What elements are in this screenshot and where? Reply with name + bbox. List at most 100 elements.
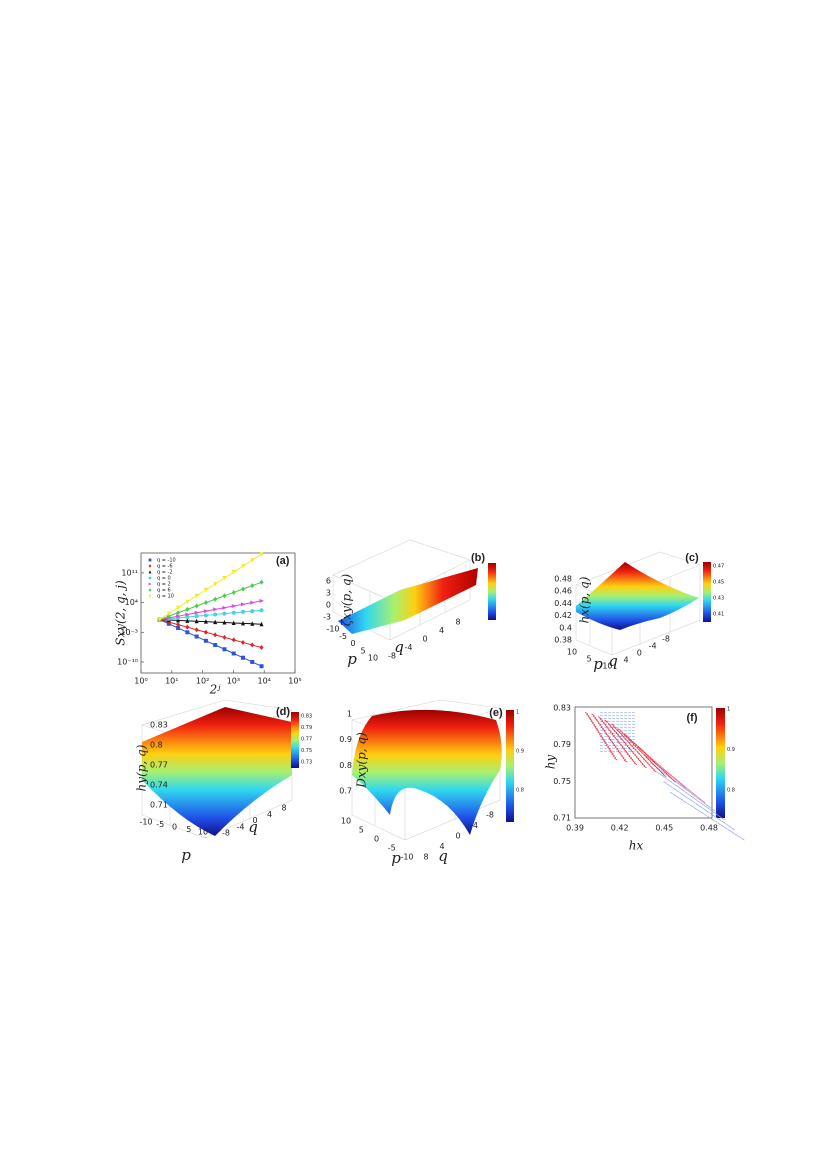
field-stroke: [601, 720, 605, 724]
data-point: [240, 609, 245, 614]
field-stroke: [629, 743, 633, 746]
field-stroke: [663, 774, 667, 778]
field-stroke: [647, 755, 652, 758]
field-stroke: [599, 750, 604, 753]
field-stroke: [603, 711, 608, 714]
field-stroke: [652, 763, 656, 767]
field-stroke: [685, 796, 690, 800]
q-axis-label: q: [608, 652, 618, 670]
field-stroke: [658, 770, 663, 773]
field-stroke: [631, 750, 636, 753]
field-stroke: [597, 716, 602, 719]
field-stroke: [646, 756, 650, 760]
surface-panel: [141, 699, 299, 839]
field-stroke: [613, 730, 618, 734]
field-stroke: [639, 750, 643, 753]
field-stroke: [627, 735, 632, 738]
field-stroke: [714, 820, 718, 823]
y-tick-label: 0.79: [553, 740, 571, 749]
field-stroke: [651, 760, 656, 763]
field-stroke: [611, 747, 616, 750]
field-stroke: [611, 717, 616, 720]
field-stroke: [627, 744, 632, 747]
field-stroke: [690, 795, 695, 799]
data-point: [157, 617, 162, 623]
field-stroke: [619, 732, 623, 735]
field-stroke: [623, 717, 628, 720]
field-stroke: [675, 779, 679, 783]
field-stroke: [643, 765, 647, 769]
z-tick-label: 0.71: [150, 801, 168, 810]
field-stroke: [599, 747, 604, 750]
q-axis-label: q: [394, 638, 404, 656]
data-point: [213, 581, 218, 587]
field-stroke: [649, 758, 653, 762]
panel-label: (f): [687, 712, 698, 724]
field-stroke: [632, 760, 636, 763]
q-tick-label: -8: [388, 652, 396, 661]
field-stroke: [607, 744, 612, 747]
field-stroke: [619, 714, 624, 717]
field-stroke: [593, 724, 597, 728]
legend-marker: [148, 582, 152, 586]
field-stroke: [621, 739, 625, 742]
field-stroke: [627, 729, 632, 732]
q-tick-label: -4: [470, 821, 478, 830]
field-stroke: [626, 753, 631, 757]
legend-label: q = 6: [157, 588, 171, 594]
field-stroke: [594, 727, 598, 730]
field-stroke: [632, 743, 637, 747]
field-stroke: [618, 742, 622, 746]
field-stroke: [610, 723, 615, 727]
field-stroke: [623, 736, 627, 740]
p-tick-label: -10: [400, 853, 413, 862]
field-stroke: [669, 791, 674, 795]
field-stroke: [611, 723, 616, 726]
field-stroke: [641, 756, 645, 760]
q-tick-label: 8: [423, 853, 428, 862]
colorbar-tick-label: 0.73: [301, 760, 312, 766]
data-point: [213, 643, 218, 648]
data-point: [185, 624, 190, 630]
p-axis-label: p: [347, 650, 357, 668]
field-stroke: [628, 755, 633, 759]
field-stroke: [703, 804, 707, 808]
x-tick-label: 0.42: [611, 824, 629, 833]
field-stroke: [619, 735, 624, 738]
z-tick-label: 0.42: [554, 611, 572, 620]
field-stroke: [688, 791, 692, 794]
p-axis-label: p: [593, 655, 603, 673]
field-stroke: [590, 720, 594, 724]
q-tick-label: -4: [405, 643, 413, 652]
field-stroke: [599, 732, 604, 735]
field-stroke: [711, 808, 716, 812]
field-stroke: [647, 763, 651, 766]
field-stroke: [597, 722, 601, 725]
field-stroke: [608, 723, 612, 727]
field-stroke: [675, 784, 679, 788]
p-tick-label: -5: [339, 632, 347, 641]
field-stroke: [628, 738, 633, 741]
colorbar-tick-label: 0.79: [301, 725, 312, 731]
field-stroke: [647, 755, 652, 759]
z-tick-label: 0.8: [150, 741, 163, 750]
field-stroke: [720, 824, 725, 828]
data-point: [250, 558, 255, 563]
p-tick-label: 0: [172, 823, 177, 832]
field-stroke: [679, 784, 683, 788]
q-tick-label: 8: [455, 618, 460, 627]
field-stroke: [605, 733, 609, 736]
data-point: [259, 621, 264, 627]
field-stroke: [599, 718, 603, 721]
field-stroke: [630, 750, 634, 753]
data-point: [222, 647, 227, 652]
z-tick-label: -3: [323, 613, 331, 622]
field-stroke: [676, 790, 680, 793]
field-stroke: [603, 717, 608, 720]
field-stroke: [696, 800, 701, 803]
field-stroke: [696, 796, 700, 799]
field-stroke: [594, 718, 598, 721]
field-stroke: [728, 825, 732, 828]
field-stroke: [603, 720, 608, 723]
field-stroke: [662, 768, 667, 772]
